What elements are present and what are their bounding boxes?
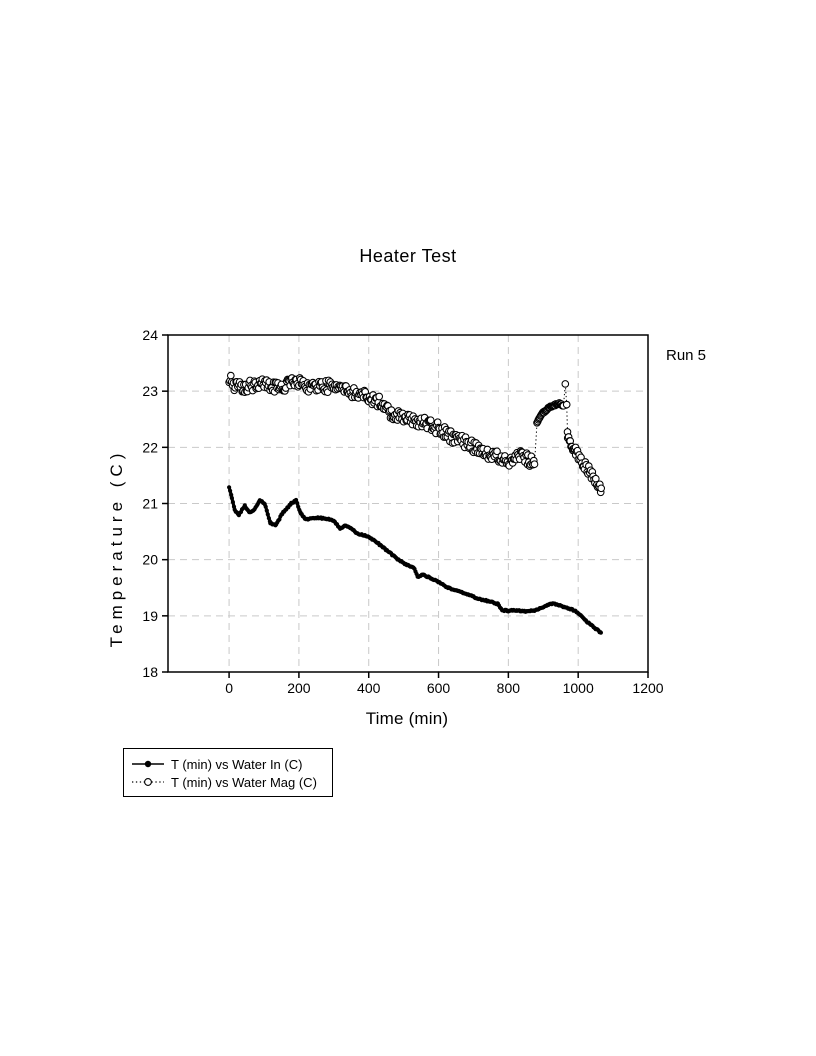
x-tick-label: 800: [497, 680, 521, 696]
solid-line-filled-circle-icon: [132, 760, 164, 768]
run-annotation: Run 5: [666, 347, 707, 364]
y-tick-label: 18: [142, 664, 158, 680]
legend-label-water-in: T (min) vs Water In (C): [171, 756, 303, 772]
y-tick-label: 23: [142, 383, 158, 399]
x-tick-label: 0: [225, 680, 233, 696]
legend-label-water-mag: T (min) vs Water Mag (C): [171, 774, 317, 790]
dotted-line-open-circle-icon: [132, 778, 164, 786]
x-tick-label: 1000: [563, 680, 594, 696]
y-tick-label: 24: [142, 327, 158, 343]
x-tick-label: 200: [287, 680, 311, 696]
legend-item-water-in: T (min) vs Water In (C): [131, 755, 332, 773]
legend-item-water-mag: T (min) vs Water Mag (C): [131, 773, 332, 791]
series-water-in: [227, 485, 604, 635]
y-tick-label: 20: [142, 552, 158, 568]
y-tick-label: 21: [142, 496, 158, 512]
y-tick-label: 19: [142, 608, 158, 624]
x-tick-label: 400: [357, 680, 381, 696]
legend: T (min) vs Water In (C) T (min) vs Water…: [123, 748, 333, 797]
y-tick-label: 22: [142, 439, 158, 455]
axis-ticks: 0 200 400 600 800 1000 1200 18 19 20 21 22 23 24: [142, 327, 663, 696]
x-axis-title: Time (min): [365, 709, 449, 728]
series-water-mag: [225, 371, 606, 497]
chart-title: Heater Test: [359, 246, 457, 266]
y-axis-title: Temperature (C): [107, 448, 126, 648]
x-tick-label: 1200: [632, 680, 663, 696]
x-tick-label: 600: [427, 680, 451, 696]
